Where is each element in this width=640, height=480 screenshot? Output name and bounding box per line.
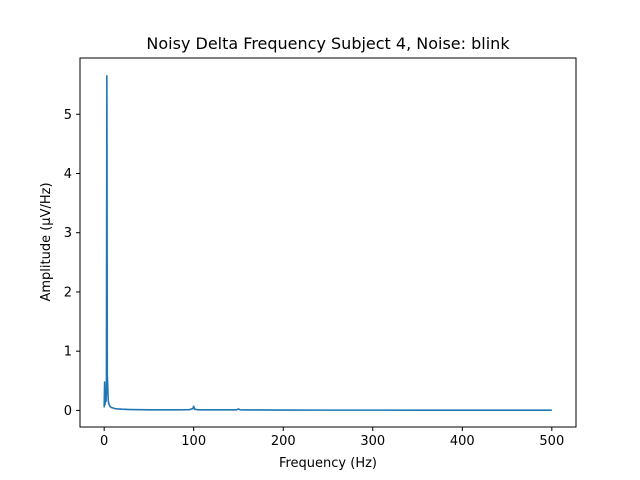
plot-area (103, 74, 552, 411)
y-tick-label: 4 (64, 167, 72, 182)
y-tick-label: 1 (64, 345, 72, 360)
x-tick-label: 300 (360, 434, 385, 449)
x-tick-label: 100 (181, 434, 206, 449)
x-axis-label: Frequency (Hz) (279, 456, 377, 471)
y-tick-label: 3 (64, 226, 72, 241)
series-line-0 (103, 74, 552, 411)
x-tick-label: 200 (271, 434, 296, 449)
chart-title: Noisy Delta Frequency Subject 4, Noise: … (146, 34, 510, 53)
x-tick-label: 0 (100, 434, 108, 449)
y-axis: 0 1 2 3 4 5 (64, 108, 80, 419)
x-tick-label: 400 (450, 434, 475, 449)
axes-frame (79, 57, 577, 428)
x-axis: 0 100 200 300 400 500 (100, 427, 564, 449)
x-tick-label: 500 (539, 434, 564, 449)
y-axis-label: Amplitude (μV/Hz) (39, 182, 54, 301)
y-tick-label: 0 (64, 404, 72, 419)
y-tick-label: 2 (64, 285, 72, 300)
y-tick-label: 5 (64, 108, 72, 123)
